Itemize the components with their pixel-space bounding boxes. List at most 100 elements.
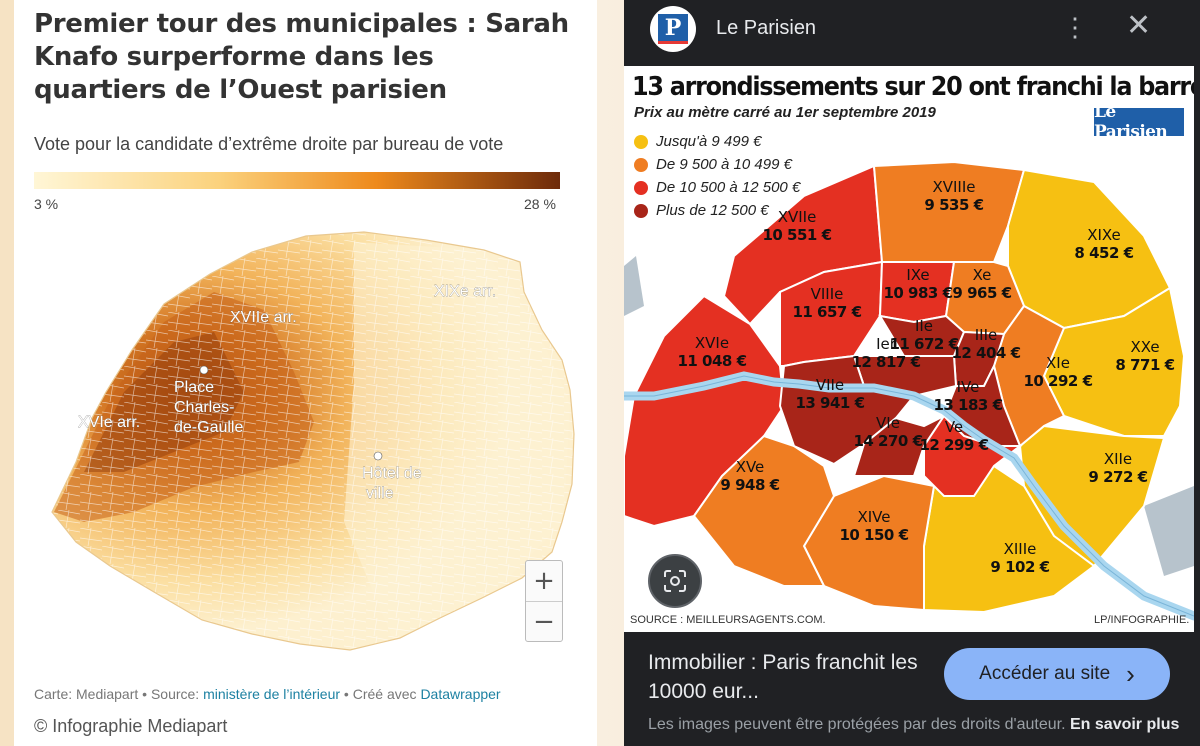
arrondissement-number: Ve [945,418,963,436]
label-place-2: Charles- [174,399,234,416]
legend-label: De 10 500 à 12 500 € [656,179,801,196]
legend-item: De 9 500 à 10 499 € [634,153,800,176]
arrondissement-number: IVe [957,378,980,396]
datawrapper-link[interactable]: Datawrapper [420,686,501,702]
close-icon[interactable]: ✕ [1126,8,1152,43]
arrondissement-number: VIIIe [811,285,844,303]
arrondissement-number: IIIe [975,326,998,344]
copyright: © Infographie Mediapart [34,716,228,736]
place-marker-icon [199,365,209,375]
arrondissement-number: Xe [973,266,992,284]
site-logo-letter: P [658,14,688,44]
arrondissement-number: XIIIe [1004,540,1037,558]
google-image-viewer: P Le Parisien ⋮ ✕ [624,0,1200,746]
legend-dot [634,180,648,195]
arrondissement-price: 13 941 € [795,394,864,412]
site-name[interactable]: Le Parisien [716,17,817,39]
zoom-controls: + − [525,560,563,642]
learn-more-link[interactable]: En savoir plus [1070,716,1180,733]
label-place-3: de-Gaulle [174,419,243,436]
scale-min-label: 3 % [34,196,59,212]
label-xix: XIXe arr. [434,283,496,300]
legend-item: De 10 500 à 12 500 € [634,176,800,199]
more-options-icon[interactable]: ⋮ [1062,12,1088,42]
infographic-source: SOURCE : MEILLEURSAGENTS.COM. [630,614,826,626]
arrondissement-price: 12 817 € [851,353,920,371]
arrondissement-number: IXe [906,266,929,284]
label-place-1: Place [174,379,214,396]
color-scale-bar [34,172,560,189]
visit-site-button[interactable]: Accéder au site › [944,648,1170,700]
label-hotel-1: Hôtel de [362,465,422,482]
label-xvii: XVIIe arr. [230,309,297,326]
arrondissement-number: IIe [915,317,933,335]
arrondissement-price: 10 551 € [762,226,831,244]
arrondissement-price: 9 102 € [990,558,1049,576]
arrondissement-number: XIIe [1104,450,1132,468]
arrondissement-price: 10 150 € [839,526,908,544]
chevron-right-icon: › [1126,658,1135,689]
credits-middle: • Créé avec [340,686,421,702]
google-lens-icon[interactable] [648,554,702,608]
label-xvi: XVIe arr. [78,414,140,431]
arrondissement-price: 10 983 € [883,284,952,302]
infographic-headline: 13 arrondissements sur 20 ont franchi la… [632,72,1194,102]
legend-dot [634,134,648,149]
arrondissement-number: XVIIIe [932,178,975,196]
arrondissement-number: Ier [876,335,897,353]
arrondissement-price: 9 535 € [924,196,983,214]
viewer-header: P Le Parisien ⋮ ✕ [624,0,1200,60]
arrondissement-price: 11 657 € [792,303,861,321]
notice-text: Les images peuvent être protégées par de… [648,716,1066,733]
source-link[interactable]: ministère de l’intérieur [203,686,341,702]
paris-vote-map[interactable]: XVIIe arr. XIXe arr. XVIe arr. Place Cha… [14,222,597,662]
image-info-bar: Immobilier : Paris franchit les 10000 eu… [624,632,1200,746]
hotel-marker-icon [373,451,383,461]
arrondissement-number: XIe [1046,354,1070,372]
credits-prefix: Carte: Mediapart • Source: [34,686,204,702]
arrondissement-price: 12 404 € [951,344,1020,362]
arrondissement-number: VIIe [816,376,844,394]
arrondissement-number: XIVe [857,508,890,526]
legend-label: Jusqu'à 9 499 € [656,133,762,150]
map-credits: Carte: Mediapart • Source: ministère de … [34,686,501,702]
arrondissement-number: XVIIe [778,208,817,226]
infographic-credit: LP/INFOGRAPHIE. [1094,614,1190,626]
map-subtitle: Vote pour la candidate d’extrême droite … [34,134,504,154]
map-title: Premier tour des municipales : Sarah Kna… [34,9,569,105]
arrondissement-price: 12 299 € [919,436,988,454]
mediapart-panel: Premier tour des municipales : Sarah Kna… [14,0,597,746]
arrondissement-price: 8 771 € [1115,356,1174,374]
site-logo-icon[interactable]: P [650,6,696,52]
arrondissement-number: XXe [1130,338,1159,356]
lens-glyph-icon [664,570,686,592]
legend-dot [634,157,648,172]
image-caption[interactable]: Immobilier : Paris franchit les 10000 eu… [648,651,918,703]
scale-max-label: 28 % [524,196,556,212]
arrondissement-number: XIXe [1087,226,1121,244]
legend-item: Plus de 12 500 € [634,199,800,222]
arrondissement-price: 10 292 € [1023,372,1092,390]
zoom-in-button[interactable]: + [533,566,555,596]
arrondissement-price: 11 048 € [677,352,746,370]
legend-item: Jusqu'à 9 499 € [634,130,800,153]
arrondissement-price: 11 672 € [889,335,958,353]
arrondissement-price: 9 965 € [952,284,1011,302]
arrondissement-number: XVe [736,458,765,476]
label-hotel-2: ville [366,485,394,502]
arrondissement-number: XVIe [695,334,729,352]
legend-label: De 9 500 à 10 499 € [656,156,792,173]
arrondissement-price: 13 183 € [933,396,1002,414]
arrondissement-price: 9 272 € [1088,468,1147,486]
arrondissement-number: VIe [876,414,900,432]
arrondissement-price: 9 948 € [720,476,779,494]
infographic-subhead: Prix au mètre carré au 1er septembre 201… [634,104,936,121]
legend-label: Plus de 12 500 € [656,202,769,219]
le-parisien-infographic[interactable]: Ier 12 817 € IIe 11 672 € IIIe 12 404 € IVe 13 … [624,66,1194,632]
visit-site-label: Accéder au site [979,663,1111,684]
arrondissement-price: 14 270 € [853,432,922,450]
zoom-out-button[interactable]: − [526,601,562,641]
le-parisien-logo: Le Parisien [1094,102,1184,142]
